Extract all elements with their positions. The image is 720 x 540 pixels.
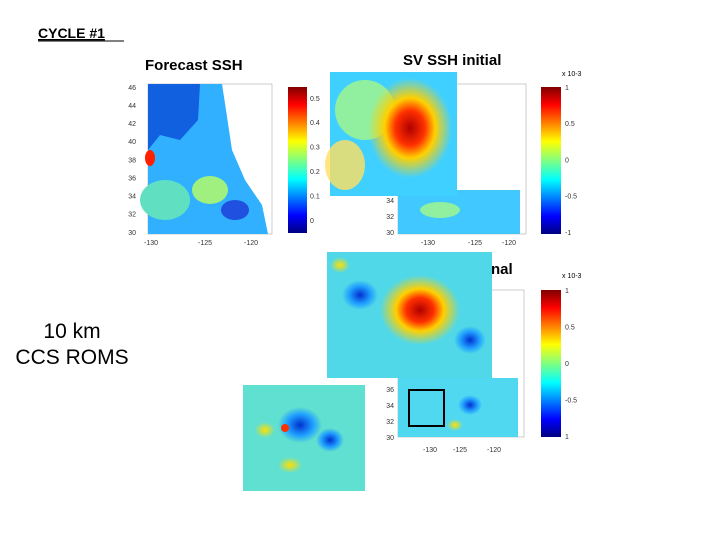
colorbar-label: 1 bbox=[565, 434, 569, 441]
y-tick-label: 36 bbox=[128, 175, 136, 182]
y-tick-label: 34 bbox=[128, 194, 136, 201]
sv-final-map bbox=[327, 252, 525, 438]
y-tick-label: 42 bbox=[128, 121, 136, 128]
colorbar bbox=[288, 87, 307, 233]
y-tick-label: 38 bbox=[128, 157, 136, 164]
y-tick-label: 32 bbox=[386, 214, 394, 221]
x-tick-label: -130 bbox=[144, 240, 158, 247]
y-tick-label: 46 bbox=[128, 85, 136, 92]
colorbar-label: 0 bbox=[310, 218, 314, 225]
colorbar-label: 0.2 bbox=[310, 169, 320, 176]
colorbar-label: 1 bbox=[565, 288, 569, 295]
zoom-map bbox=[243, 385, 365, 491]
y-tick-label: 34 bbox=[386, 403, 394, 410]
colorbar-label: 0.5 bbox=[565, 121, 575, 128]
colorbar bbox=[541, 290, 561, 437]
x-tick-label: -125 bbox=[468, 240, 482, 247]
x-tick-label: -120 bbox=[487, 447, 501, 454]
colorbar-label: 0.1 bbox=[310, 193, 320, 200]
side-label: CCS ROMS bbox=[15, 346, 128, 369]
colorbar-label: -0.5 bbox=[565, 397, 577, 404]
colorbar-label: 1 bbox=[565, 85, 569, 92]
colorbar-label: 0.4 bbox=[310, 120, 320, 127]
y-tick-label: 36 bbox=[386, 387, 394, 394]
colorbar bbox=[541, 87, 561, 234]
x-tick-label: -120 bbox=[244, 240, 258, 247]
y-tick-label: 40 bbox=[128, 139, 136, 146]
colorbar-label: 0.5 bbox=[565, 324, 575, 331]
colorbar-label: -1 bbox=[565, 230, 571, 237]
y-tick-label: 30 bbox=[386, 230, 394, 237]
colorbar-label: -0.5 bbox=[565, 194, 577, 201]
colorbar-label: 0.3 bbox=[310, 145, 320, 152]
y-tick-label: 30 bbox=[128, 230, 136, 237]
x-tick-label: -130 bbox=[421, 240, 435, 247]
colorbar-scale: x 10-3 bbox=[562, 273, 582, 280]
colorbar-label: 0.5 bbox=[310, 96, 320, 103]
x-tick-label: -125 bbox=[453, 447, 467, 454]
y-tick-label: 30 bbox=[386, 435, 394, 442]
x-tick-label: -120 bbox=[502, 240, 516, 247]
y-tick-label: 32 bbox=[128, 212, 136, 219]
y-tick-label: 44 bbox=[128, 103, 136, 110]
y-tick-label: 32 bbox=[386, 419, 394, 426]
colorbar-label: 0 bbox=[565, 361, 569, 368]
x-tick-label: -130 bbox=[423, 447, 437, 454]
cycle-title: CYCLE #1 bbox=[38, 25, 105, 41]
side-label: 10 km bbox=[43, 320, 100, 343]
panel-title: Forecast SSH bbox=[145, 57, 243, 74]
panel-title: SV SSH initial bbox=[403, 52, 501, 69]
x-tick-label: -125 bbox=[198, 240, 212, 247]
sv-initial-map bbox=[325, 72, 527, 235]
y-tick-label: 34 bbox=[386, 198, 394, 205]
colorbar-label: 0 bbox=[565, 157, 569, 164]
colorbar-scale: x 10-3 bbox=[562, 71, 582, 78]
ssh-map bbox=[140, 83, 273, 235]
panel-title: nal bbox=[491, 261, 513, 278]
